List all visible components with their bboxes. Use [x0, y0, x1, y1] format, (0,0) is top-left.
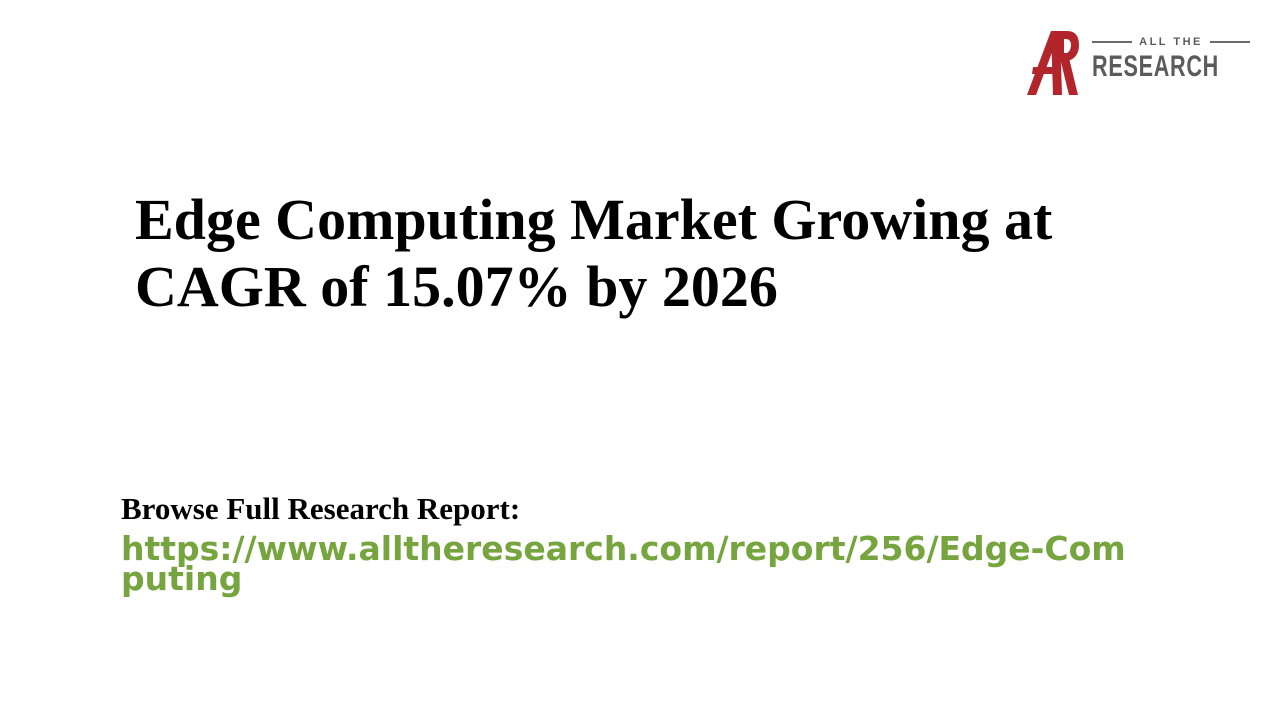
report-label: Browse Full Research Report:	[121, 491, 521, 526]
brand-name: RESEARCH	[1092, 50, 1219, 83]
brand-tagline: ALL THE	[1139, 36, 1203, 48]
tagline-right-rule	[1209, 41, 1250, 43]
brand-tagline-row: ALL THE	[1092, 36, 1250, 48]
ar-monogram-icon	[1027, 31, 1079, 95]
brand-logo: ALL THE RESEARCH	[1027, 31, 1250, 95]
page-title: Edge Computing Market Growing at CAGR of…	[135, 187, 1053, 320]
tagline-left-rule	[1092, 41, 1133, 43]
report-url-link[interactable]: https://www.alltheresearch.com/report/25…	[121, 529, 1126, 598]
brand-wordmark: ALL THE RESEARCH	[1092, 31, 1250, 84]
